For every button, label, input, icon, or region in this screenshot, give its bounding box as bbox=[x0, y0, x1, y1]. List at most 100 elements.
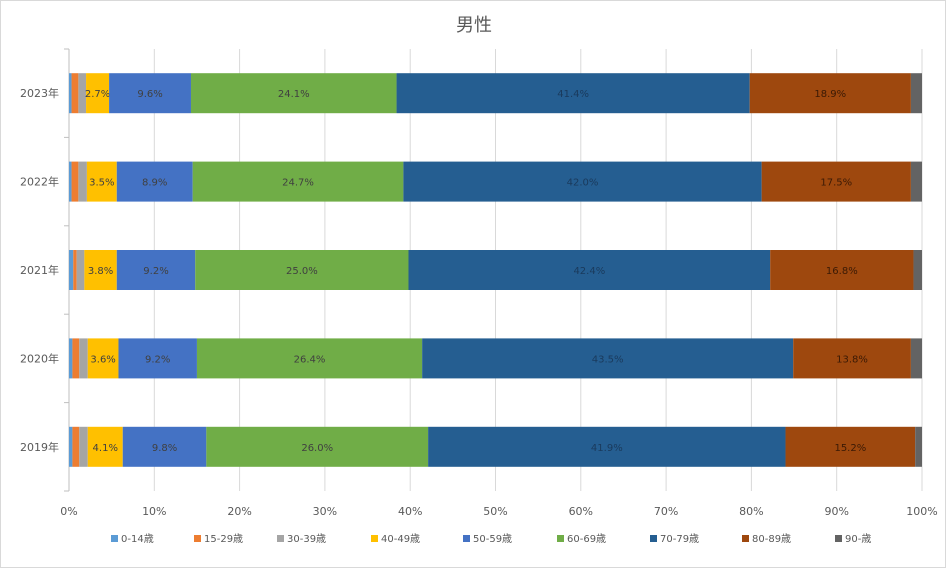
bar-segment bbox=[910, 161, 922, 202]
bar-segment bbox=[915, 426, 922, 467]
y-tick-label: 2020年 bbox=[20, 351, 59, 365]
bar-segment bbox=[79, 338, 88, 379]
legend-label: 15-29歳 bbox=[204, 533, 243, 545]
legend-label: 60-69歳 bbox=[567, 533, 606, 545]
y-tick-label: 2022年 bbox=[20, 175, 59, 189]
bar-segment bbox=[79, 426, 88, 467]
legend-swatch bbox=[650, 535, 657, 542]
bar-segment bbox=[72, 426, 80, 467]
bar-segment bbox=[910, 338, 922, 379]
x-tick-label: 20% bbox=[227, 505, 251, 518]
bar-segment bbox=[87, 338, 119, 379]
bar-segment bbox=[196, 338, 423, 379]
bar-segment bbox=[109, 73, 191, 114]
data-label: 9.6% bbox=[137, 89, 162, 100]
x-tick-label: 100% bbox=[906, 505, 937, 518]
legend-swatch bbox=[371, 535, 378, 542]
legend-swatch bbox=[742, 535, 749, 542]
legend-swatch bbox=[463, 535, 470, 542]
x-tick-label: 70% bbox=[654, 505, 678, 518]
data-label: 43.5% bbox=[592, 354, 624, 365]
x-tick-label: 0% bbox=[60, 505, 77, 518]
bar-segment bbox=[192, 161, 404, 202]
x-tick-label: 50% bbox=[483, 505, 507, 518]
bar-segment bbox=[71, 161, 79, 202]
bar-segment bbox=[122, 426, 207, 467]
bar-segment bbox=[913, 250, 922, 290]
bar-segment bbox=[86, 73, 110, 114]
bar-segment bbox=[71, 73, 79, 114]
legend-label: 0-14歳 bbox=[121, 533, 154, 545]
x-tick-label: 40% bbox=[398, 505, 422, 518]
data-label: 41.4% bbox=[557, 89, 589, 100]
legend-label: 30-39歳 bbox=[287, 533, 326, 545]
data-label: 3.6% bbox=[90, 354, 115, 365]
data-label: 3.5% bbox=[89, 178, 114, 189]
bar-segment bbox=[206, 426, 429, 467]
data-label: 24.1% bbox=[278, 89, 310, 100]
bar-segment bbox=[118, 338, 197, 379]
data-label: 41.9% bbox=[591, 443, 623, 454]
bar-segment bbox=[87, 426, 123, 467]
bar-segment bbox=[78, 161, 87, 202]
legend-swatch bbox=[277, 535, 284, 542]
bar-segment bbox=[116, 161, 193, 202]
legend-swatch bbox=[835, 535, 842, 542]
bar-segment bbox=[396, 73, 750, 114]
data-label: 42.4% bbox=[573, 266, 605, 277]
data-label: 42.0% bbox=[567, 178, 599, 189]
bar-segment bbox=[76, 250, 85, 290]
data-label: 3.8% bbox=[88, 266, 113, 277]
y-tick-label: 2021年 bbox=[20, 263, 59, 277]
bar-segment bbox=[910, 73, 922, 114]
legend-label: 80-89歳 bbox=[752, 533, 791, 545]
bar-segment bbox=[69, 338, 73, 379]
bar-segment bbox=[793, 338, 911, 379]
legend-swatch bbox=[557, 535, 564, 542]
bar-segment bbox=[73, 250, 77, 290]
bar-segment bbox=[69, 161, 72, 202]
chart-title: 男性 bbox=[456, 15, 492, 36]
bar-segment bbox=[403, 161, 762, 202]
bar-segment bbox=[86, 161, 117, 202]
data-label: 9.2% bbox=[143, 266, 168, 277]
data-label: 26.0% bbox=[301, 443, 333, 454]
bar-segment bbox=[422, 338, 794, 379]
x-tick-label: 80% bbox=[739, 505, 763, 518]
legend-label: 70-79歳 bbox=[660, 533, 699, 545]
bar-segment bbox=[69, 73, 72, 114]
bar-segment bbox=[116, 250, 196, 290]
legend-label: 50-59歳 bbox=[473, 533, 512, 545]
bar-segment bbox=[69, 426, 73, 467]
bar-segment bbox=[84, 250, 117, 290]
x-tick-label: 90% bbox=[824, 505, 848, 518]
bar-segment bbox=[69, 250, 74, 290]
data-label: 9.8% bbox=[152, 443, 177, 454]
bar-segment bbox=[72, 338, 80, 379]
data-label: 18.9% bbox=[814, 89, 846, 100]
bar-segment bbox=[190, 73, 397, 114]
bar-segment bbox=[785, 426, 916, 467]
data-label: 25.0% bbox=[286, 266, 318, 277]
legend-label: 40-49歳 bbox=[381, 533, 420, 545]
x-tick-label: 30% bbox=[313, 505, 337, 518]
bar-segment bbox=[749, 73, 911, 114]
bar-segment bbox=[770, 250, 914, 290]
data-label: 15.2% bbox=[834, 443, 866, 454]
data-label: 16.8% bbox=[826, 266, 858, 277]
data-label: 26.4% bbox=[294, 354, 326, 365]
y-tick-label: 2019年 bbox=[20, 440, 59, 454]
y-tick-label: 2023年 bbox=[20, 86, 59, 100]
legend-label: 90-歳 bbox=[845, 533, 871, 545]
bar-segment bbox=[761, 161, 911, 202]
data-label: 8.9% bbox=[142, 178, 167, 189]
data-label: 9.2% bbox=[145, 354, 170, 365]
data-label: 17.5% bbox=[820, 178, 852, 189]
bar-segment bbox=[408, 250, 771, 290]
legend-swatch bbox=[111, 535, 118, 542]
data-label: 13.8% bbox=[836, 354, 868, 365]
bar-segment bbox=[195, 250, 409, 290]
x-tick-label: 60% bbox=[569, 505, 593, 518]
